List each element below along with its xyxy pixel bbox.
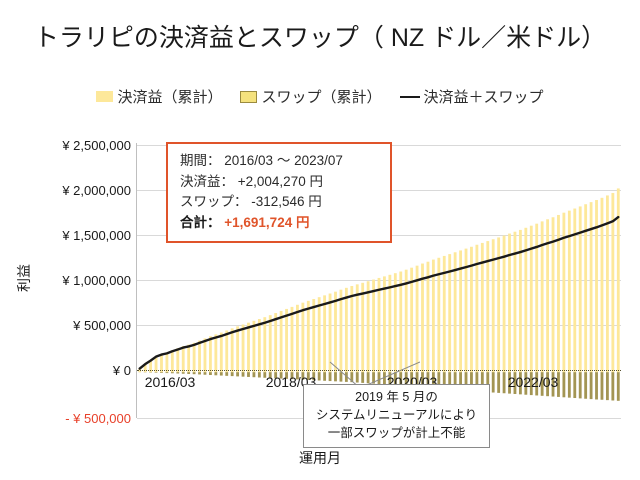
summary-total-row: 合計： +1,691,724 円 <box>180 213 380 234</box>
chart-title: トラリピの決済益とスワップ（ NZ ドル／米ドル） <box>33 24 607 52</box>
summary-total-value: +1,691,724 円 <box>224 214 310 230</box>
summary-period-label: 期間： <box>180 153 221 168</box>
zero-baseline <box>137 370 621 371</box>
summary-period-row: 期間： 2016/03 〜 2023/07 <box>180 151 380 172</box>
legend-item-swap: スワップ（累計） <box>240 86 382 107</box>
legend-swatch-filled-square-icon <box>96 91 114 102</box>
note-callout-box: 2019 年 5 月の システムリニューアルにより 一部スワップが計上不能 <box>303 384 490 449</box>
y-axis-title: 利益 <box>16 264 32 292</box>
legend-item-total: 決済益＋スワップ <box>399 86 544 107</box>
x-tick-2022-03: 2022/03 <box>507 374 559 390</box>
chart-legend: 決済益（累計） スワップ（累計） 決済益＋スワップ <box>0 86 640 107</box>
summary-profit-row: 決済益： +2,004,270 円 <box>180 172 380 193</box>
legend-swatch-line-icon <box>399 95 420 98</box>
note-line-2: システムリニューアルにより <box>315 407 478 422</box>
summary-profit-label: 決済益： <box>180 173 234 189</box>
summary-total-label: 合計： <box>180 214 221 230</box>
y-axis-line <box>136 143 137 418</box>
chart-plot-svg <box>138 188 620 401</box>
legend-label-settlement-profit: 決済益（累計） <box>117 89 223 106</box>
summary-period-value: 2016/03 〜 2023/07 <box>224 153 343 168</box>
summary-swap-value: -312,546 円 <box>251 194 322 210</box>
summary-swap-row: スワップ： -312,546 円 <box>180 192 380 213</box>
summary-swap-label: スワップ： <box>180 194 248 210</box>
x-axis-title: 運用月 <box>299 450 341 466</box>
legend-label-swap: スワップ（累計） <box>261 89 382 106</box>
legend-label-total: 決済益＋スワップ <box>423 89 544 106</box>
plot-area <box>137 143 621 418</box>
note-line-3: 一部スワップが計上不能 <box>327 425 466 440</box>
legend-swatch-outlined-square-icon <box>240 90 258 103</box>
note-line-1: 2019 年 5 月の <box>355 390 438 404</box>
summary-profit-value: +2,004,270 円 <box>237 173 323 189</box>
summary-annotation-box: 期間： 2016/03 〜 2023/07 決済益： +2,004,270 円 … <box>166 142 392 244</box>
x-tick-2016-03: 2016/03 <box>144 374 196 390</box>
legend-item-settlement-profit: 決済益（累計） <box>96 86 222 107</box>
